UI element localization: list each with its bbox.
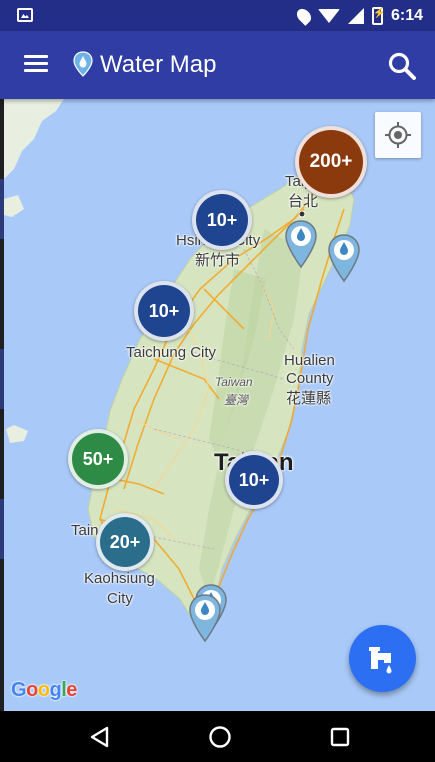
label-county: County <box>286 370 334 387</box>
label-hualien: Hualien <box>284 352 335 369</box>
add-water-source-button[interactable] <box>349 625 416 692</box>
label-hualien-zh: 花蓮縣 <box>286 390 332 407</box>
left-edge <box>0 99 4 711</box>
label-taipei-zh: 台北 <box>288 193 319 210</box>
back-button[interactable] <box>87 724 113 750</box>
cluster-taipei[interactable]: 200+ <box>295 126 367 198</box>
water-pin-icon[interactable] <box>188 593 222 643</box>
wifi-icon <box>317 9 340 23</box>
status-time: 6:14 <box>390 7 423 24</box>
battery-charging-icon <box>371 7 385 25</box>
my-location-button[interactable] <box>375 112 421 158</box>
navigation-bar <box>0 711 435 762</box>
map-view[interactable]: Taipei 台北 Hsinchu City 新竹市 Taichung City… <box>4 99 435 711</box>
roads <box>99 193 345 600</box>
label-hsinchu-zh: 新竹市 <box>195 252 241 269</box>
home-button[interactable] <box>207 724 233 750</box>
water-pin-icon[interactable] <box>284 219 318 269</box>
hamburger-menu-icon <box>24 55 48 58</box>
cluster-kaohsiung[interactable]: 20+ <box>96 513 154 571</box>
cluster-chiayi[interactable]: 50+ <box>68 429 128 489</box>
label-kaohsiung: Kaohsiung <box>84 570 155 587</box>
app-title: Water Map <box>100 51 217 78</box>
back-triangle-icon <box>90 726 109 748</box>
location-icon <box>294 6 314 26</box>
search-icon <box>388 52 410 74</box>
map-canvas <box>4 99 355 640</box>
google-logo: Google <box>11 679 77 701</box>
signal-icon <box>347 8 364 24</box>
cluster-taichung[interactable]: 10+ <box>134 281 194 341</box>
label-taiwan-zh: 臺灣 <box>224 393 249 407</box>
status-bar: 6:14 <box>0 0 435 31</box>
status-icons: 6:14 <box>294 6 423 26</box>
water-drop-pin-icon <box>73 51 93 77</box>
mainland-coast <box>4 99 64 179</box>
label-taiwan-region: Taiwan <box>215 375 253 389</box>
app-bar: Water Map <box>0 31 435 99</box>
label-kaohsiung-city: City <box>107 590 133 607</box>
recents-button[interactable] <box>327 724 353 750</box>
search-button[interactable] <box>386 50 418 82</box>
water-pin-icon[interactable] <box>327 233 361 283</box>
cluster-central[interactable]: 10+ <box>225 451 283 509</box>
my-location-crosshair-icon <box>385 122 411 148</box>
label-taichung: Taichung City <box>126 344 217 361</box>
gallery-notification-icon <box>17 8 33 22</box>
cluster-hsinchu[interactable]: 10+ <box>192 190 252 250</box>
water-tap-icon <box>369 647 392 674</box>
menu-button[interactable] <box>24 55 48 75</box>
recents-square-icon <box>330 727 350 747</box>
home-circle-icon <box>209 726 231 748</box>
